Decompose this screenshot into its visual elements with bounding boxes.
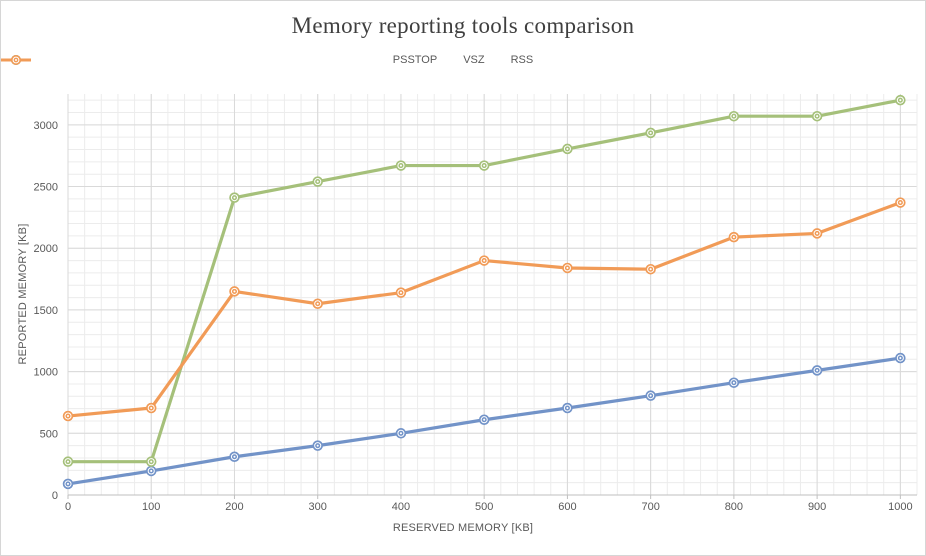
y-tick-label: 2000	[34, 243, 58, 255]
data-point-marker-inner-icon	[398, 290, 404, 296]
data-point-marker-inner-icon	[315, 179, 321, 185]
x-tick-label: 700	[641, 501, 659, 513]
y-tick-label: 500	[40, 428, 58, 440]
x-tick-label: 500	[475, 501, 493, 513]
data-point-marker-inner-icon	[148, 405, 154, 411]
data-point-marker-inner-icon	[231, 195, 238, 201]
data-point-marker-inner-icon	[481, 163, 487, 169]
legend-label: VSZ	[463, 54, 485, 66]
x-tick-label: 0	[65, 501, 71, 513]
data-point-marker-inner-icon	[481, 417, 487, 423]
grid-major-lines	[67, 94, 918, 496]
data-point-marker-inner-icon	[65, 413, 71, 419]
data-point-marker-inner-icon	[564, 146, 570, 152]
y-tick-label: 0	[52, 490, 58, 502]
data-point-marker-inner-icon	[731, 234, 737, 240]
data-point-marker-inner-icon	[897, 200, 903, 206]
x-tick-label: 100	[142, 501, 160, 513]
x-axis	[67, 494, 917, 499]
y-axis-title: REPORTED MEMORY [KB]	[17, 223, 29, 365]
y-tick-label: 3000	[34, 120, 58, 132]
data-point-marker-inner-icon	[814, 113, 820, 119]
chart-legend: PSSTOP VSZ RSS	[1, 54, 925, 66]
data-point-marker-inner-icon	[814, 230, 820, 236]
x-tick-label: 1000	[888, 501, 912, 513]
data-point-marker-inner-icon	[398, 430, 404, 436]
data-point-marker-inner-icon	[564, 265, 570, 271]
x-tick-label: 300	[309, 501, 327, 513]
y-tick-label: 2500	[34, 182, 58, 194]
grid-minor-lines	[67, 94, 918, 496]
series-psstop	[62, 352, 906, 490]
y-tick-label: 1000	[34, 367, 58, 379]
x-tick-labels: 0 100 200 300 400 500 600 700 800 900 1000	[65, 501, 913, 513]
data-point-marker-inner-icon	[731, 113, 737, 119]
data-point-marker-inner-icon	[897, 355, 903, 361]
data-point-marker-inner-icon	[648, 266, 654, 272]
data-point-marker-inner-icon	[897, 97, 903, 103]
data-point-marker-inner-icon	[731, 380, 737, 386]
data-point-marker-inner-icon	[148, 459, 154, 465]
legend-label: PSSTOP	[392, 54, 438, 66]
data-point-marker-inner-icon	[814, 367, 820, 373]
legend-item-rss: RSS	[1, 54, 534, 66]
series-rss	[62, 197, 906, 422]
data-point-marker-inner-icon	[231, 288, 238, 294]
data-point-marker-inner-icon	[65, 459, 71, 465]
legend-marker-rss-icon	[1, 55, 31, 65]
data-point-marker-inner-icon	[648, 393, 654, 399]
data-point-marker-inner-icon	[148, 468, 154, 474]
x-axis-title: RESERVED MEMORY [KB]	[392, 522, 534, 534]
data-point-marker-inner-icon	[398, 163, 404, 169]
x-tick-label: 400	[392, 501, 410, 513]
chart-title: Memory reporting tools comparison	[291, 13, 635, 38]
data-point-marker-inner-icon	[315, 443, 321, 449]
data-point-marker-inner-icon	[648, 130, 654, 136]
data-point-marker-inner-icon	[315, 301, 321, 307]
x-tick-label: 600	[558, 501, 576, 513]
data-point-marker-inner-icon	[481, 258, 487, 264]
data-point-marker-inner-icon	[65, 481, 71, 487]
legend-label: RSS	[510, 54, 534, 66]
x-tick-label: 800	[725, 501, 743, 513]
data-point-marker-inner-icon	[231, 454, 238, 460]
y-tick-labels: 0 500 1000 1500 2000 2500 3000	[34, 120, 58, 502]
data-point-marker-inner-icon	[564, 405, 570, 411]
series-vsz	[62, 94, 906, 467]
x-tick-label: 200	[225, 501, 243, 513]
x-tick-label: 900	[808, 501, 826, 513]
y-tick-label: 1500	[34, 305, 58, 317]
